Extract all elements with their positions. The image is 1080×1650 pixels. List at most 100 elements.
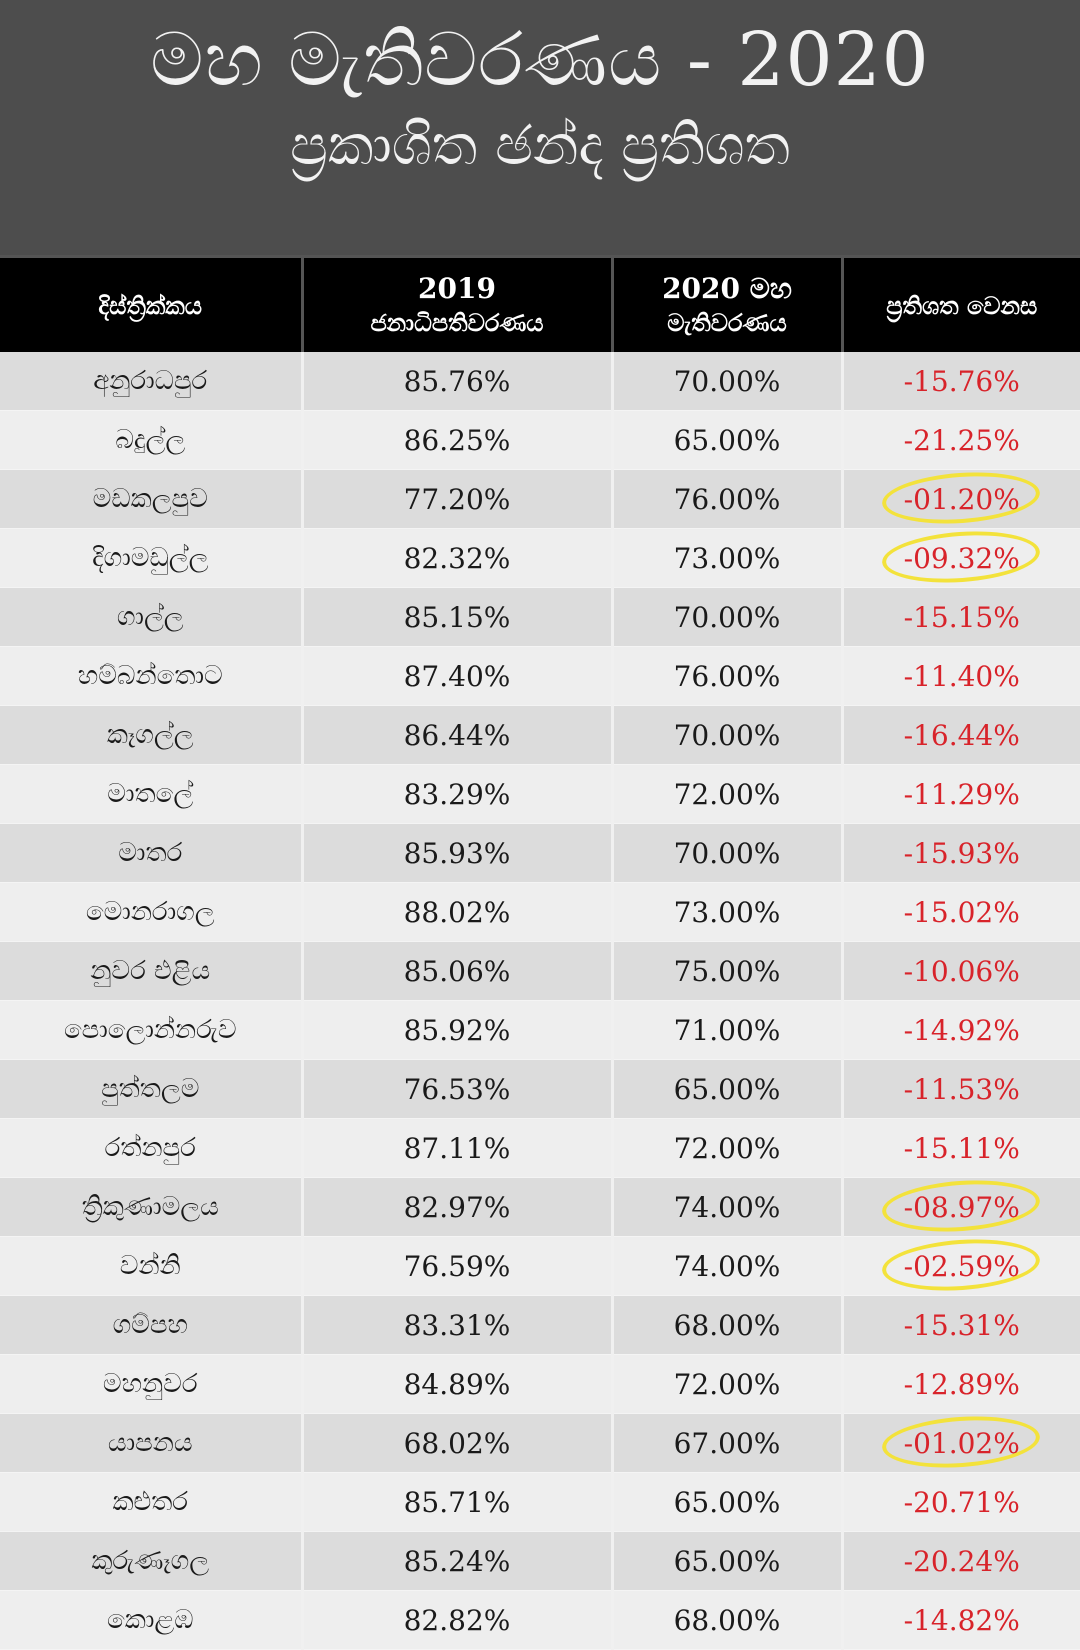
change-cell: -09.32%	[840, 528, 1080, 588]
change-cell: -01.20%	[840, 469, 1080, 529]
change-cell: -16.44%	[840, 705, 1080, 765]
district-cell: මාතර	[0, 823, 302, 883]
district-cell: කුරුණෑගල	[0, 1531, 302, 1591]
turnout-2020-cell: 72.00%	[610, 1118, 842, 1178]
column-header-2020: 2020 මහ මැතිවරණය	[610, 255, 842, 352]
turnout-2019-cell: 84.89%	[300, 1354, 612, 1414]
turnout-2019-cell: 68.02%	[300, 1413, 612, 1473]
turnout-2020-cell-value: 70.00%	[673, 836, 781, 870]
turnout-2020-cell-value: 65.00%	[673, 1072, 781, 1106]
district-cell: බදුල්ල	[0, 410, 302, 470]
district-cell-value: බදුල්ල	[115, 424, 186, 455]
district-cell-value: කොළඹ	[107, 1604, 194, 1635]
turnout-2020-cell: 71.00%	[610, 1000, 842, 1060]
page-header: මහ මැතිවරණය - 2020 ප්‍රකාශිත ඡන්ද ප්‍රති…	[0, 0, 1080, 255]
district-cell-value: මොනරාගල	[85, 896, 215, 927]
turnout-2020-cell: 65.00%	[610, 1531, 842, 1591]
district-cell-value: කෑගල්ල	[106, 719, 194, 750]
turnout-2019-cell-value: 84.89%	[403, 1367, 511, 1401]
table-row: හම්බන්තොට 87.40% 76.00% -11.40%	[0, 646, 1080, 706]
district-cell-value: මඩකලපුව	[92, 483, 208, 514]
table-row: නුවර එළිය 85.06% 75.00% -10.06%	[0, 941, 1080, 1001]
table-row: මොනරාගල 88.02% 73.00% -15.02%	[0, 882, 1080, 942]
change-cell-value: -20.24%	[903, 1544, 1020, 1578]
district-cell: කෑගල්ල	[0, 705, 302, 765]
turnout-2019-cell: 76.59%	[300, 1236, 612, 1296]
column-header-2020-year: 2020 මහ	[662, 272, 792, 305]
district-cell: ත්‍රිකුණාමලය	[0, 1177, 302, 1237]
table-row: ත්‍රිකුණාමලය 82.97% 74.00% -08.97%	[0, 1177, 1080, 1237]
turnout-2020-cell-value: 70.00%	[673, 718, 781, 752]
district-cell-value: හම්බන්තොට	[77, 660, 223, 691]
table-row: දිගාමඩුල්ල 82.32% 73.00% -09.32%	[0, 528, 1080, 588]
turnout-2020-cell-value: 67.00%	[673, 1426, 781, 1460]
table-row: කුරුණෑගල 85.24% 65.00% -20.24%	[0, 1531, 1080, 1591]
change-cell: -14.82%	[840, 1590, 1080, 1650]
turnout-2020-cell-value: 76.00%	[673, 659, 781, 693]
change-cell: -15.93%	[840, 823, 1080, 883]
page-title: මහ මැතිවරණය - 2020	[150, 17, 930, 103]
change-cell-value: -11.40%	[903, 659, 1020, 693]
table-row: කෑගල්ල 86.44% 70.00% -16.44%	[0, 705, 1080, 765]
turnout-2019-cell-value: 77.20%	[403, 482, 511, 516]
change-cell: -15.31%	[840, 1295, 1080, 1355]
turnout-2020-cell-value: 76.00%	[673, 482, 781, 516]
district-cell-value: ගාල්ල	[116, 601, 184, 632]
district-cell-value: මහනුවර	[102, 1368, 198, 1399]
change-cell-value: -10.06%	[903, 954, 1020, 988]
turnout-2019-cell-value: 68.02%	[403, 1426, 511, 1460]
highlighted-change-value: -02.59%	[903, 1249, 1020, 1283]
change-cell: -14.92%	[840, 1000, 1080, 1060]
turnout-2020-cell-value: 70.00%	[673, 364, 781, 398]
turnout-2019-cell: 82.32%	[300, 528, 612, 588]
change-cell: -10.06%	[840, 941, 1080, 1001]
change-cell-value: -11.29%	[903, 777, 1020, 811]
turnout-2019-cell-value: 83.31%	[403, 1308, 511, 1342]
change-cell: -15.76%	[840, 352, 1080, 411]
turnout-2019-cell-value: 85.15%	[403, 600, 511, 634]
change-cell: -15.02%	[840, 882, 1080, 942]
change-cell-value: -15.02%	[903, 895, 1020, 929]
turnout-2020-cell: 68.00%	[610, 1590, 842, 1650]
table-row: කළුතර 85.71% 65.00% -20.71%	[0, 1472, 1080, 1532]
turnout-2019-cell: 76.53%	[300, 1059, 612, 1119]
change-cell-value: -12.89%	[903, 1367, 1020, 1401]
turnout-2020-cell: 67.00%	[610, 1413, 842, 1473]
change-cell: -11.40%	[840, 646, 1080, 706]
change-cell-value: -15.15%	[903, 600, 1020, 634]
change-cell: -01.02%	[840, 1413, 1080, 1473]
turnout-2020-cell: 74.00%	[610, 1177, 842, 1237]
district-cell: නුවර එළිය	[0, 941, 302, 1001]
table-row: අනුරාධපුර 85.76% 70.00% -15.76%	[0, 352, 1080, 411]
turnout-2020-cell: 70.00%	[610, 823, 842, 883]
turnout-2019-cell: 85.92%	[300, 1000, 612, 1060]
district-cell: පුත්තලම	[0, 1059, 302, 1119]
change-cell: -11.53%	[840, 1059, 1080, 1119]
highlighted-change-value: -09.32%	[903, 541, 1020, 575]
district-cell: කළුතර	[0, 1472, 302, 1532]
district-cell: රත්නපුර	[0, 1118, 302, 1178]
turnout-2019-cell-value: 85.93%	[403, 836, 511, 870]
table-row: මහනුවර 84.89% 72.00% -12.89%	[0, 1354, 1080, 1414]
turnout-2019-cell-value: 85.71%	[403, 1485, 511, 1519]
district-cell: වන්නි	[0, 1236, 302, 1296]
change-cell: -12.89%	[840, 1354, 1080, 1414]
table-row: බදුල්ල 86.25% 65.00% -21.25%	[0, 410, 1080, 470]
turnout-2020-cell: 65.00%	[610, 1059, 842, 1119]
turnout-2020-cell-value: 68.00%	[673, 1603, 781, 1637]
turnout-2020-cell: 73.00%	[610, 528, 842, 588]
turnout-2019-cell-value: 85.24%	[403, 1544, 511, 1578]
district-cell-value: කළුතර	[112, 1486, 189, 1517]
turnout-2020-cell-value: 71.00%	[673, 1013, 781, 1047]
turnout-2019-cell: 85.93%	[300, 823, 612, 883]
turnout-2020-cell-value: 75.00%	[673, 954, 781, 988]
table-row: වන්නි 76.59% 74.00% -02.59%	[0, 1236, 1080, 1296]
turnout-2020-cell-value: 73.00%	[673, 895, 781, 929]
turnout-2019-cell-value: 85.06%	[403, 954, 511, 988]
district-cell: පොලොන්නරුව	[0, 1000, 302, 1060]
turnout-2020-cell: 65.00%	[610, 410, 842, 470]
turnout-2020-cell: 70.00%	[610, 705, 842, 765]
district-cell: කොළඹ	[0, 1590, 302, 1650]
turnout-2019-cell: 83.29%	[300, 764, 612, 824]
table-row: මඩකලපුව 77.20% 76.00% -01.20%	[0, 469, 1080, 529]
